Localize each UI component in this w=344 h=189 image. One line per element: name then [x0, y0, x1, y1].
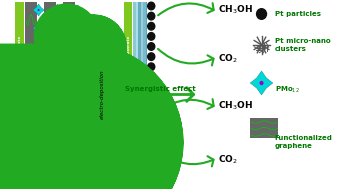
Polygon shape	[52, 4, 63, 16]
Bar	[250, 118, 279, 138]
Polygon shape	[33, 4, 44, 16]
Polygon shape	[63, 136, 76, 149]
Circle shape	[56, 45, 58, 48]
Polygon shape	[37, 117, 51, 132]
Circle shape	[68, 159, 71, 162]
Polygon shape	[37, 170, 51, 185]
Polygon shape	[37, 99, 51, 115]
Bar	[133, 2, 136, 91]
Text: Synergistic effect: Synergistic effect	[125, 85, 196, 91]
Bar	[15, 98, 24, 187]
Bar	[63, 2, 75, 91]
Polygon shape	[33, 59, 44, 71]
Bar	[44, 2, 56, 91]
Text: Pt particles: Pt particles	[275, 11, 321, 17]
Bar	[141, 2, 143, 91]
Circle shape	[43, 177, 45, 179]
Polygon shape	[52, 77, 63, 89]
Circle shape	[147, 72, 155, 81]
Text: electro-deposition: electro-deposition	[100, 70, 105, 119]
Circle shape	[147, 22, 155, 31]
Circle shape	[147, 32, 155, 41]
Bar	[141, 98, 143, 187]
Circle shape	[43, 159, 45, 162]
Circle shape	[259, 81, 264, 85]
Text: Substrate: Substrate	[18, 34, 22, 59]
Bar	[138, 2, 141, 91]
Text: CO$_2$: CO$_2$	[218, 154, 238, 166]
Circle shape	[68, 177, 71, 179]
Polygon shape	[63, 118, 76, 132]
Polygon shape	[73, 29, 83, 39]
Bar	[15, 2, 24, 91]
Circle shape	[37, 27, 40, 29]
Circle shape	[77, 9, 78, 11]
Text: Substrate: Substrate	[126, 34, 130, 59]
Text: Pt micro-nano
clusters: Pt micro-nano clusters	[275, 38, 330, 52]
Circle shape	[77, 33, 78, 35]
Circle shape	[37, 9, 40, 11]
Circle shape	[37, 64, 40, 66]
Polygon shape	[37, 153, 51, 168]
Circle shape	[68, 123, 71, 126]
Circle shape	[37, 45, 40, 48]
Bar	[50, 98, 67, 187]
Bar	[124, 98, 132, 187]
Polygon shape	[63, 153, 76, 167]
Bar	[146, 98, 148, 187]
Circle shape	[147, 12, 155, 21]
Polygon shape	[33, 22, 44, 34]
Bar	[25, 2, 37, 91]
Circle shape	[56, 9, 58, 11]
Circle shape	[147, 52, 155, 61]
Polygon shape	[33, 77, 44, 89]
Polygon shape	[63, 100, 76, 114]
Circle shape	[43, 123, 45, 126]
Bar	[124, 2, 132, 91]
Circle shape	[56, 64, 58, 66]
Polygon shape	[52, 59, 63, 71]
Polygon shape	[52, 22, 63, 34]
Bar	[146, 2, 148, 91]
Text: Functionalized
graphene: Functionalized graphene	[275, 135, 333, 149]
Polygon shape	[73, 5, 83, 15]
Text: CO$_2$: CO$_2$	[218, 53, 238, 65]
Circle shape	[56, 27, 58, 29]
Bar	[136, 98, 138, 187]
Text: CH$_3$OH: CH$_3$OH	[218, 4, 253, 16]
Polygon shape	[33, 40, 44, 53]
Circle shape	[37, 82, 40, 84]
Text: CH$_3$OH: CH$_3$OH	[218, 100, 253, 112]
Circle shape	[77, 58, 78, 60]
Circle shape	[56, 82, 58, 84]
Text: Substrate: Substrate	[126, 130, 130, 155]
Bar	[25, 98, 42, 187]
Polygon shape	[37, 135, 51, 150]
Circle shape	[147, 2, 155, 11]
Text: Substrate: Substrate	[18, 130, 22, 155]
Bar	[133, 98, 136, 187]
Bar	[143, 98, 146, 187]
Bar	[143, 2, 146, 91]
Circle shape	[43, 141, 45, 144]
Text: PMo$_{12}$: PMo$_{12}$	[275, 85, 300, 95]
Circle shape	[147, 83, 155, 91]
Polygon shape	[250, 71, 273, 95]
Circle shape	[256, 8, 267, 20]
Polygon shape	[63, 171, 76, 185]
Polygon shape	[73, 54, 83, 64]
Circle shape	[77, 82, 78, 84]
Circle shape	[68, 106, 71, 108]
Circle shape	[147, 62, 155, 71]
Polygon shape	[52, 40, 63, 53]
Polygon shape	[73, 78, 83, 88]
Bar	[138, 98, 141, 187]
Circle shape	[147, 42, 155, 51]
Bar	[136, 2, 138, 91]
Circle shape	[68, 141, 71, 144]
Circle shape	[43, 106, 45, 108]
